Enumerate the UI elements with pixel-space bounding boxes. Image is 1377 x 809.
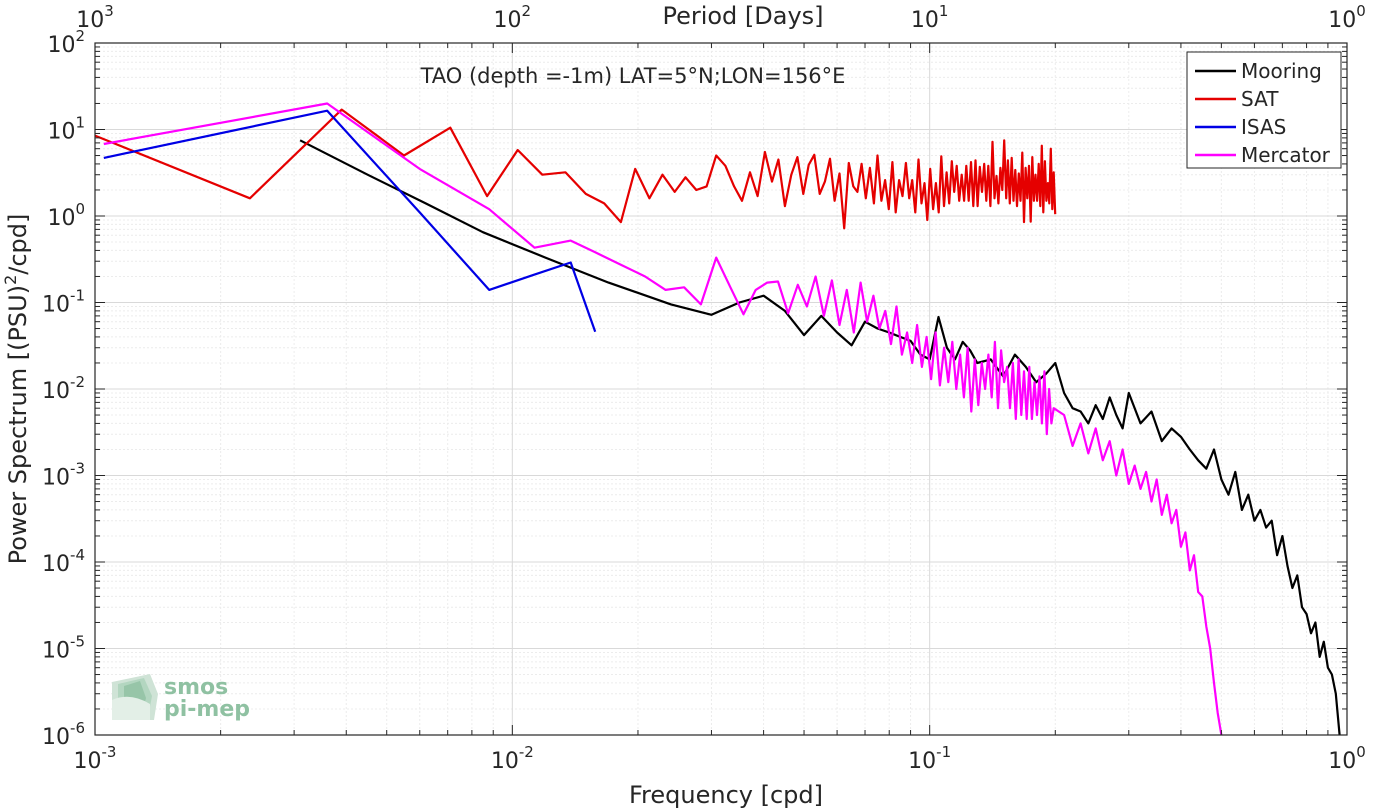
y-tick-label: 101	[47, 114, 85, 145]
series-lines	[94, 102, 1341, 736]
logo-waves-icon	[112, 674, 158, 720]
x-tick-label: 10-1	[908, 743, 951, 774]
top-tick-label: 100	[1328, 2, 1366, 33]
legend-label-mercator: Mercator	[1241, 143, 1331, 167]
top-tick-label: 101	[911, 2, 949, 33]
legend-label-mooring: Mooring	[1241, 59, 1322, 83]
series-line-isas	[103, 109, 597, 333]
series-line-mercator	[103, 102, 1223, 736]
legend-label-sat: SAT	[1241, 87, 1279, 111]
y-tick-label: 10-3	[42, 460, 85, 491]
top-axis-title: Period [Days]	[662, 2, 823, 30]
y-tick-label: 10-4	[42, 546, 85, 577]
y-axis-title: Power Spectrum [(PSU)2/cpd]	[1, 214, 32, 565]
top-tick-label: 103	[76, 2, 114, 33]
logo-text-smos: smos	[164, 675, 228, 700]
legend: Mooring SAT ISAS Mercator	[1186, 51, 1342, 169]
logo-text-pimep: pi-mep	[164, 697, 250, 722]
series-line-mooring	[299, 139, 1341, 736]
chart-title: TAO (depth =-1m) LAT=5°N;LON=156°E	[420, 64, 846, 88]
y-tick-label: 10-6	[42, 719, 85, 750]
x-tick-label: 10-2	[491, 743, 534, 774]
smos-logo: smos pi-mep	[112, 674, 250, 722]
y-tick-label: 102	[47, 27, 85, 58]
series-line-sat	[94, 108, 1057, 230]
y-tick-label: 10-1	[42, 287, 85, 318]
x-tick-label: 100	[1328, 743, 1366, 774]
axis-ticks	[94, 42, 1348, 736]
y-tick-label: 100	[47, 200, 85, 231]
x-axis-title: Frequency [cpd]	[629, 781, 823, 809]
legend-label-isas: ISAS	[1241, 115, 1286, 139]
top-tick-label: 102	[494, 2, 532, 33]
x-tick-label: 10-3	[74, 743, 117, 774]
y-tick-label: 10-5	[42, 633, 85, 664]
y-tick-label: 10-2	[42, 373, 85, 404]
